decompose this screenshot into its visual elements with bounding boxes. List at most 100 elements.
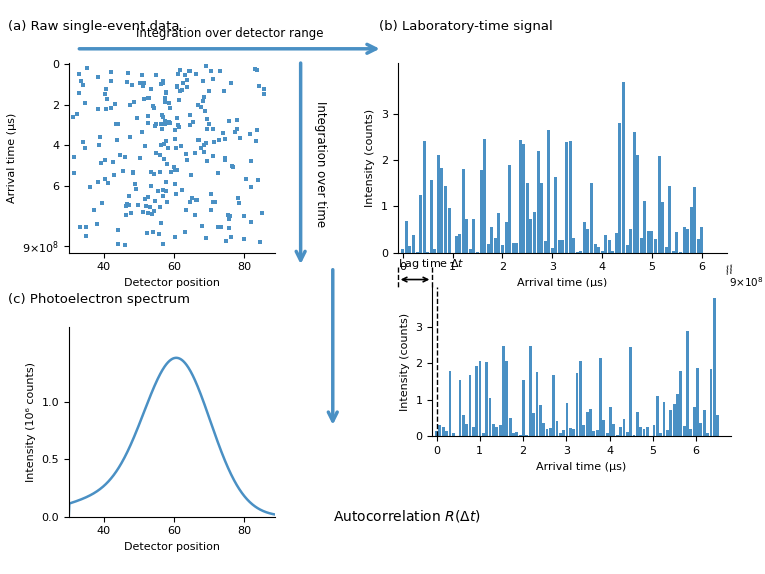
Bar	[505, 222, 507, 253]
Bar	[549, 428, 552, 436]
Point	[93, 141, 106, 150]
Bar	[519, 435, 522, 436]
Point	[99, 155, 112, 164]
Point	[174, 65, 186, 74]
Point	[164, 104, 177, 113]
Point	[74, 222, 86, 231]
Point	[258, 84, 270, 94]
Point	[160, 89, 172, 98]
Bar	[539, 405, 542, 436]
Bar	[465, 424, 468, 436]
Point	[93, 177, 105, 186]
Point	[195, 222, 207, 231]
Point	[249, 64, 261, 73]
Point	[218, 86, 230, 95]
Bar	[479, 361, 481, 436]
Bar	[494, 238, 496, 253]
Point	[109, 99, 122, 108]
Point	[149, 197, 161, 206]
Point	[219, 155, 231, 164]
Point	[158, 154, 170, 164]
Bar	[659, 433, 662, 436]
Point	[238, 235, 250, 244]
Bar	[572, 429, 575, 436]
Point	[99, 84, 112, 94]
Bar	[516, 432, 518, 436]
Point	[113, 150, 125, 159]
Bar	[643, 200, 646, 253]
Point	[137, 207, 149, 216]
Text: Autocorrelation $R(\Delta t)$: Autocorrelation $R(\Delta t)$	[333, 508, 480, 524]
Point	[190, 69, 203, 79]
Point	[179, 71, 191, 80]
Bar	[501, 245, 504, 253]
Point	[189, 210, 201, 219]
Point	[156, 110, 168, 119]
Bar	[544, 241, 547, 253]
Point	[219, 153, 231, 162]
Point	[227, 162, 239, 171]
Point	[213, 66, 226, 75]
Point	[173, 96, 185, 105]
Bar	[640, 427, 642, 436]
Bar	[665, 247, 668, 253]
Bar	[509, 418, 512, 436]
Point	[142, 209, 154, 218]
Y-axis label: Arrival time (μs): Arrival time (μs)	[7, 113, 17, 203]
Point	[197, 147, 210, 156]
Point	[176, 185, 188, 194]
Bar	[438, 425, 441, 436]
Point	[187, 118, 199, 127]
Bar	[640, 238, 643, 253]
Point	[153, 229, 165, 238]
Point	[150, 71, 162, 80]
Point	[161, 88, 173, 97]
Point	[184, 197, 196, 207]
Bar	[713, 298, 716, 436]
Point	[213, 136, 226, 145]
Point	[129, 180, 142, 189]
Point	[141, 228, 153, 238]
Point	[223, 116, 235, 125]
Point	[140, 201, 152, 211]
Point	[212, 168, 224, 177]
Point	[148, 121, 161, 130]
Point	[122, 199, 134, 208]
Bar	[522, 144, 526, 253]
Point	[172, 120, 184, 129]
Text: Integration over detector range: Integration over detector range	[135, 27, 324, 40]
Point	[174, 141, 187, 150]
Bar	[709, 369, 712, 436]
Point	[139, 194, 151, 203]
Point	[142, 192, 154, 201]
Point	[106, 157, 119, 166]
Point	[164, 119, 176, 128]
Point	[99, 104, 112, 114]
Point	[80, 223, 92, 232]
Bar	[601, 251, 604, 253]
Point	[124, 101, 136, 110]
Point	[112, 119, 124, 129]
Point	[190, 195, 203, 204]
Point	[155, 125, 168, 134]
Point	[154, 203, 166, 212]
Bar	[497, 214, 500, 253]
Bar	[565, 403, 568, 436]
Point	[217, 129, 230, 138]
Bar	[526, 435, 529, 436]
Point	[155, 219, 167, 228]
Point	[168, 165, 181, 174]
Point	[145, 167, 157, 176]
Bar	[536, 373, 539, 436]
Point	[189, 148, 201, 157]
Point	[73, 69, 86, 79]
Point	[224, 211, 236, 220]
Point	[161, 159, 174, 168]
Point	[160, 137, 172, 146]
Point	[201, 125, 213, 134]
Point	[181, 75, 193, 84]
Point	[122, 68, 134, 77]
Point	[212, 223, 224, 232]
Bar	[682, 426, 685, 436]
Point	[154, 150, 166, 159]
